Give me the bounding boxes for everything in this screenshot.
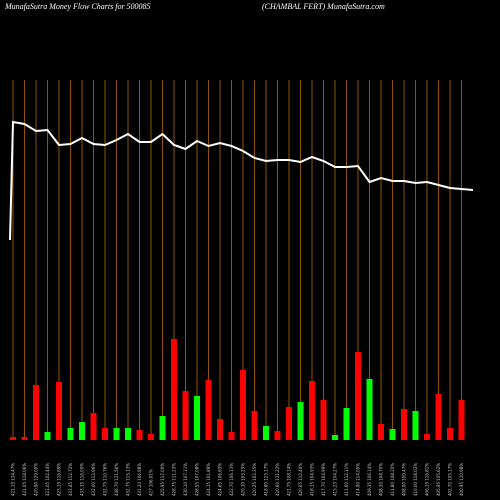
x-tick-label: 425.95 117.00% bbox=[160, 463, 165, 496]
volume-bar bbox=[343, 408, 350, 440]
volume-bar bbox=[33, 385, 39, 440]
x-tick-label: 415.25 104.27% bbox=[333, 463, 338, 496]
x-tick-label: 405.95 105.62% bbox=[436, 463, 441, 496]
x-tick-label: 411.80 108.20% bbox=[390, 463, 395, 496]
chart-subtitle: (CHAMBAL FERT) MunafaSutra.com bbox=[262, 2, 385, 11]
volume-bar bbox=[389, 429, 396, 440]
volume-bar bbox=[332, 435, 338, 440]
x-tick-label: 431.45 112.72% bbox=[68, 463, 73, 496]
x-tick-label: 421.75 108.14% bbox=[287, 463, 292, 496]
volume-bar bbox=[320, 400, 327, 440]
x-tick-label: 428.55 107.08% bbox=[195, 463, 200, 496]
volume-bar bbox=[412, 411, 419, 440]
volume-bar bbox=[240, 370, 246, 440]
x-tick-label: 414.90 114.00% bbox=[356, 463, 361, 496]
x-tick-label: 408.00 109.47% bbox=[402, 463, 407, 496]
x-tick-label: 431.20 106.98% bbox=[137, 463, 142, 496]
volume-bar bbox=[171, 339, 177, 440]
volume-bar bbox=[182, 391, 189, 440]
x-tick-label: 411.60 112.11% bbox=[344, 463, 349, 496]
volume-bar bbox=[67, 428, 74, 440]
volume-bar bbox=[309, 381, 315, 440]
volume-bar bbox=[251, 411, 258, 440]
x-tick-label: 418.80 123.17% bbox=[264, 463, 269, 496]
x-tick-label: 421.05 102.44% bbox=[45, 463, 50, 496]
volume-bar bbox=[228, 432, 235, 440]
x-tick-label: 436.70 121.56% bbox=[114, 463, 119, 496]
x-tick-label: 424.15 101.89% bbox=[206, 463, 211, 496]
x-tick-label: 430.10 107.11% bbox=[183, 463, 188, 496]
x-tick-label: 408.30 108.70% bbox=[379, 463, 384, 496]
x-tick-label: 410.00 118.02% bbox=[413, 463, 418, 496]
volume-bar bbox=[435, 394, 442, 440]
volume-bar bbox=[205, 380, 212, 440]
volume-bar bbox=[79, 422, 85, 440]
volume-bar bbox=[102, 428, 108, 440]
x-tick-label: 423.15 116.89% bbox=[57, 463, 62, 496]
chart-title: MunafaSutra Money Flow Charts for 500085 bbox=[4, 2, 151, 11]
x-tick-label: 421.15 134.47% bbox=[11, 463, 16, 496]
volume-bar bbox=[401, 409, 407, 440]
x-tick-label: 417.70 104.99% bbox=[321, 463, 326, 496]
x-tick-label: 433.15 116.00% bbox=[80, 463, 85, 496]
x-tick-label: 402.70 105.17% bbox=[448, 463, 453, 496]
x-tick-label: 420.60 131.22% bbox=[275, 463, 280, 496]
volume-bar bbox=[44, 432, 51, 440]
volume-bar bbox=[447, 428, 453, 440]
volume-bar bbox=[136, 430, 143, 440]
volume-bar bbox=[21, 437, 28, 440]
volume-bar bbox=[217, 419, 223, 440]
volume-bar bbox=[159, 416, 166, 440]
x-tick-label: 420.05 112.40% bbox=[298, 463, 303, 496]
x-tick-label: 420.25 102.35% bbox=[252, 463, 257, 496]
x-tick-label: 424.65 106.83% bbox=[218, 463, 223, 496]
volume-bar bbox=[297, 402, 304, 440]
volume-bar bbox=[424, 434, 430, 440]
x-tick-label: 427 106.01% bbox=[149, 469, 154, 496]
volume-bar bbox=[56, 382, 62, 440]
x-tick-label: 428.75 111.23% bbox=[172, 463, 177, 496]
volume-bar bbox=[90, 413, 97, 440]
x-tick-label: 421.05 118.06% bbox=[22, 463, 27, 496]
x-tick-label: 418.15 104.93% bbox=[310, 463, 315, 496]
x-tick-label: 409.35 106.14% bbox=[367, 463, 372, 496]
x-tick-label: 422.70 106.13% bbox=[229, 463, 234, 496]
x-tick-label: 420.90 129.00% bbox=[34, 463, 39, 496]
volume-bar bbox=[378, 424, 384, 440]
volume-bar bbox=[125, 428, 131, 440]
volume-bar bbox=[286, 407, 292, 440]
volume-bar bbox=[148, 434, 154, 440]
volume-bar bbox=[458, 400, 465, 440]
volume-bar bbox=[113, 428, 120, 440]
x-tick-label: 406.15 116.81% bbox=[425, 463, 430, 496]
x-tick-label: 400.95 110.98% bbox=[459, 463, 464, 496]
x-tick-label: 420.10 103.25% bbox=[241, 463, 246, 496]
x-tick-label: 432.75 115.13% bbox=[126, 463, 131, 496]
volume-bar bbox=[194, 396, 200, 440]
x-tick-label: 432.00 112.96% bbox=[91, 463, 96, 496]
x-tick-label: 432.75 110.76% bbox=[103, 463, 108, 496]
volume-bar bbox=[263, 426, 269, 440]
volume-bar bbox=[10, 437, 16, 440]
volume-bar bbox=[366, 379, 373, 440]
price-line bbox=[9, 120, 474, 241]
volume-bar bbox=[355, 352, 361, 440]
volume-bar bbox=[274, 431, 281, 440]
